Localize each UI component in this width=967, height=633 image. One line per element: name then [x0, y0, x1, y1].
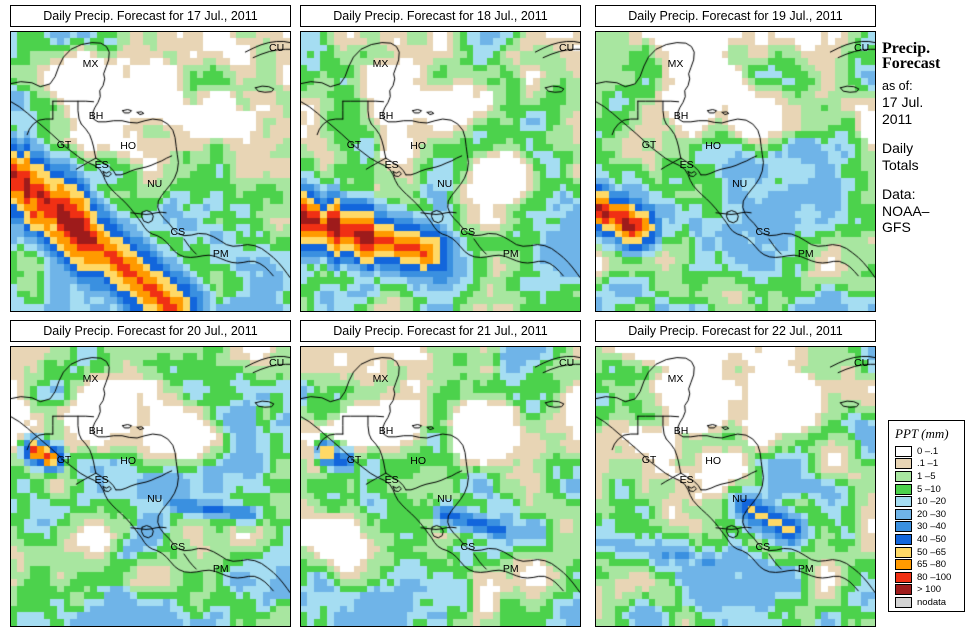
legend-label: 50 –65 [917, 546, 947, 558]
legend-swatch-icon [895, 596, 912, 608]
totals-line1: Daily [882, 140, 914, 156]
panel-title-5: Daily Precip. Forecast for 21 Jul., 2011 [300, 320, 581, 342]
legend-swatch-icon [895, 521, 912, 533]
precip-raster-3 [596, 32, 875, 311]
precip-map-4: MX BH GT HO ES NU CS PM CU [10, 346, 291, 627]
legend-entry: .1 –1 [895, 458, 951, 471]
precip-raster-1 [11, 32, 290, 311]
legend-entry: 20 –30 [895, 508, 951, 521]
legend-title: PPT (mm) [895, 426, 949, 441]
legend-entry: > 100 [895, 584, 951, 597]
legend-label: 65 –80 [917, 559, 947, 571]
legend-label: 30 –40 [917, 521, 947, 533]
precip-map-6: MX BH GT HO ES NU CS PM CU [595, 346, 876, 627]
legend-swatch-icon [895, 496, 912, 508]
legend-entry: 65 –80 [895, 558, 951, 571]
forecast-panel-1: Daily Precip. Forecast for 17 Jul., 2011… [10, 5, 291, 312]
precip-map-3: MX BH GT HO ES NU CS PM CU [595, 31, 876, 312]
sidebar-heading-line2: Forecast [882, 55, 941, 72]
legend-swatch-icon [895, 546, 912, 558]
panel-title-2: Daily Precip. Forecast for 18 Jul., 2011 [300, 5, 581, 27]
forecast-panel-6: Daily Precip. Forecast for 22 Jul., 2011… [595, 320, 876, 627]
legend-swatch-icon [895, 508, 912, 520]
data-source-line1: NOAA– [882, 202, 930, 219]
precip-map-2: MX BH GT HO ES NU CS PM CU [300, 31, 581, 312]
panel-title-1: Daily Precip. Forecast for 17 Jul., 2011 [10, 5, 291, 27]
legend-entry: 5 –10 [895, 483, 951, 496]
forecast-panel-5: Daily Precip. Forecast for 21 Jul., 2011… [300, 320, 581, 627]
legend-entry: 80 –100 [895, 571, 951, 584]
legend-swatch-icon [895, 445, 912, 457]
as-of-label: as of: [882, 79, 913, 93]
precip-raster-5 [301, 347, 580, 626]
forecast-panel-2: Daily Precip. Forecast for 18 Jul., 2011… [300, 5, 581, 312]
forecast-panel-3: Daily Precip. Forecast for 19 Jul., 2011… [595, 5, 876, 312]
legend-entry-list: 0 –.1.1 –1 1 –5 5 –10 10 –20 20 –30 30 –40 40 … [895, 445, 951, 609]
legend-swatch-icon [895, 533, 912, 545]
legend-entry: 1 –5 [895, 470, 951, 483]
precip-raster-4 [11, 347, 290, 626]
legend-swatch-icon [895, 483, 912, 495]
sidebar-heading-line1: Precip. [882, 40, 931, 57]
precip-legend: PPT (mm) 0 –.1.1 –1 1 –5 5 –10 10 –20 20 –30 3… [888, 420, 965, 612]
legend-entry: nodata [895, 596, 951, 609]
legend-label: 40 –50 [917, 533, 947, 545]
sidebar-spacer-1 [882, 127, 967, 140]
panel-title-4: Daily Precip. Forecast for 20 Jul., 2011 [10, 320, 291, 342]
legend-label: nodata [917, 596, 947, 608]
forecast-panel-4: Daily Precip. Forecast for 20 Jul., 2011… [10, 320, 291, 627]
data-source-line2: GFS [882, 219, 911, 235]
legend-swatch-icon [895, 470, 912, 482]
legend-label: 5 –10 [917, 483, 941, 495]
legend-label: .1 –1 [917, 458, 939, 470]
precip-map-5: MX BH GT HO ES NU CS PM CU [300, 346, 581, 627]
precip-raster-2 [301, 32, 580, 311]
legend-label: 20 –30 [917, 508, 947, 520]
legend-swatch-icon [895, 559, 912, 571]
panel-title-3: Daily Precip. Forecast for 19 Jul., 2011 [595, 5, 876, 27]
legend-swatch-icon [895, 584, 912, 596]
totals-line2: Totals [882, 156, 919, 173]
legend-label: 0 –.1 [917, 445, 939, 457]
legend-label: > 100 [917, 584, 942, 596]
legend-label: 80 –100 [917, 571, 952, 583]
sidebar-spacer-2 [882, 173, 967, 186]
legend-entry: 50 –65 [895, 546, 951, 559]
legend-entry: 40 –50 [895, 533, 951, 546]
info-sidebar: Precip. Forecast as of: 17 Jul. 2011 Daily Tot… [882, 40, 967, 236]
legend-swatch-icon [895, 458, 912, 470]
as-of-date-line1: 17 Jul. [882, 94, 924, 110]
legend-swatch-icon [895, 571, 912, 583]
precip-map-1: MX BH GT HO ES NU CS PM CU [10, 31, 291, 312]
legend-entry: 30 –40 [895, 521, 951, 534]
legend-entry: 0 –.1 [895, 445, 951, 458]
as-of-date-line2: 2011 [882, 110, 913, 127]
legend-label: 10 –20 [917, 496, 947, 508]
legend-label: 1 –5 [917, 470, 936, 482]
precip-raster-6 [596, 347, 875, 626]
data-label: Data: [882, 186, 916, 202]
legend-entry: 10 –20 [895, 495, 951, 508]
panel-title-6: Daily Precip. Forecast for 22 Jul., 2011 [595, 320, 876, 342]
